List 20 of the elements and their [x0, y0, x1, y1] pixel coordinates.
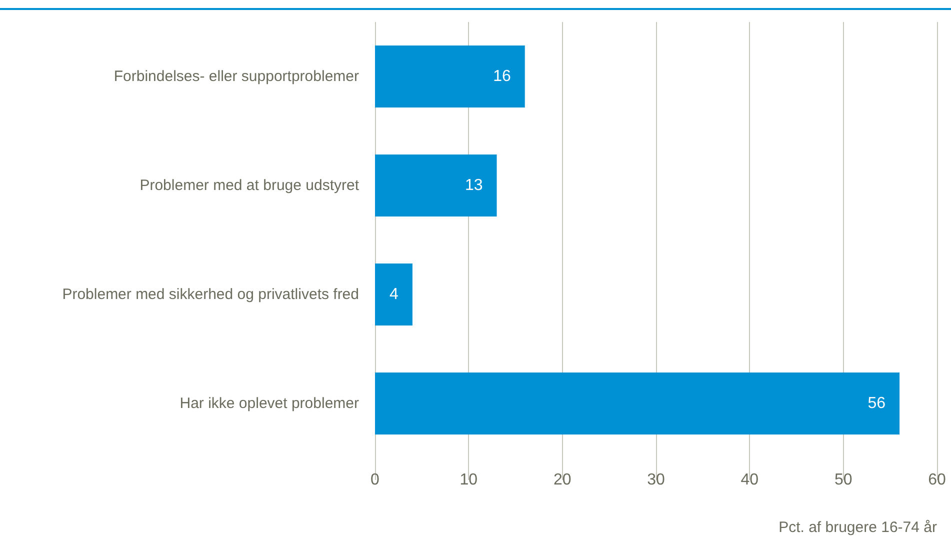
y-tick-label: Problemer med sikkerhed og privatlivets fred: [62, 286, 359, 303]
x-tick-label: 50: [834, 472, 852, 488]
data-label: 56: [868, 395, 886, 412]
x-tick-label: 20: [553, 472, 572, 488]
y-tick-label: Problemer med at bruge udstyret: [140, 177, 360, 194]
x-tick-label: 60: [928, 472, 946, 488]
bar: [375, 264, 412, 326]
bar: [375, 154, 497, 216]
x-axis-title: Pct. af brugere 16-74 år: [778, 519, 937, 536]
x-tick-label: 30: [647, 472, 665, 488]
x-tick-label: 10: [460, 472, 478, 488]
data-label: 13: [464, 177, 483, 194]
y-tick-label: Forbindelses- eller supportproblemer: [114, 68, 359, 85]
x-tick-label: 40: [740, 472, 759, 488]
bar: [375, 372, 900, 434]
bar: [375, 46, 525, 108]
data-label: 4: [390, 286, 399, 303]
x-tick-label: 0: [370, 472, 380, 488]
data-label: 16: [493, 68, 511, 85]
y-tick-label: Har ikke oplevet problemer: [180, 395, 359, 412]
